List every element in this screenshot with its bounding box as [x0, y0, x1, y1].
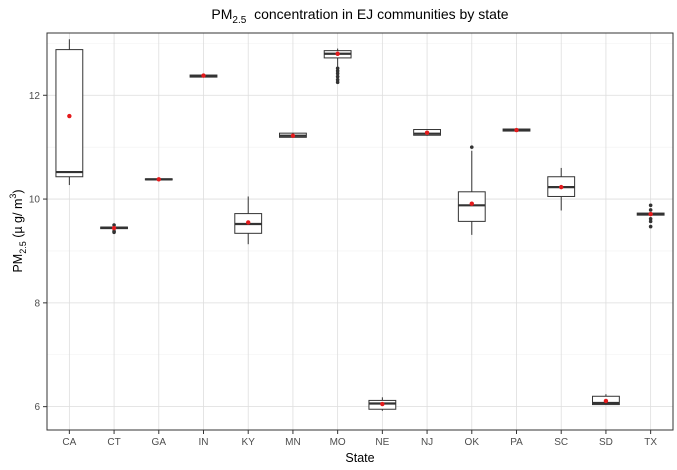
x-tick-label: SD — [599, 437, 613, 448]
x-tick-label: GA — [152, 437, 167, 448]
ylabel-superscript: 3 — [8, 194, 18, 199]
mean-point — [156, 177, 161, 182]
y-tick-label: 12 — [29, 91, 41, 102]
outlier-point — [648, 216, 653, 221]
mean-point — [67, 113, 72, 119]
mean-point — [335, 51, 340, 56]
title-rest: concentration in EJ communities by state — [246, 6, 508, 22]
box-mo — [323, 48, 352, 85]
x-tick-label: PA — [510, 437, 523, 448]
outlier-point — [648, 208, 653, 212]
outlier-point — [112, 229, 116, 234]
box-nj — [413, 129, 441, 136]
box-pa — [502, 127, 531, 133]
outlier-point — [335, 69, 340, 73]
box-sc — [547, 167, 576, 211]
y-axis-title: PM2.5 (µ g/ m3) — [8, 189, 28, 272]
x-tick-label: NE — [375, 437, 389, 448]
x-tick-label: CT — [107, 437, 120, 448]
x-tick-label: OK — [465, 437, 480, 448]
mean-point — [559, 184, 564, 190]
outlier-point — [648, 219, 653, 224]
x-tick-label: MO — [330, 437, 346, 448]
x-tick-label: NJ — [421, 437, 433, 448]
mean-point — [603, 398, 609, 404]
ylabel-subscript: 2.5 — [18, 241, 28, 254]
box-iqr — [457, 191, 486, 222]
outlier-point — [648, 203, 653, 208]
box-mn — [279, 132, 307, 138]
outlier-point — [335, 71, 340, 76]
box-ct — [100, 223, 128, 235]
y-tick-label: 10 — [29, 195, 41, 206]
mean-point — [469, 201, 474, 206]
x-axis-title: State — [345, 451, 374, 465]
box-in — [189, 73, 218, 78]
mean-point — [424, 130, 430, 135]
x-axis-ticks: CA CT GA IN KY MN MO NE NJ OK PA SC SD TX — [62, 430, 657, 448]
box-ga — [144, 177, 173, 182]
mean-point — [290, 133, 296, 138]
mean-point — [201, 73, 206, 78]
plot-border — [46, 32, 674, 431]
x-tick-label: SC — [554, 437, 568, 448]
mean-point — [380, 401, 385, 407]
mean-point — [514, 127, 519, 133]
y-axis-ticks: 6 8 10 12 — [29, 91, 47, 413]
ylabel-rest: (µ g/ m — [11, 199, 25, 242]
y-tick-label: 8 — [34, 298, 40, 309]
mean-point — [648, 211, 653, 217]
box-series — [55, 39, 665, 411]
outlier-point — [335, 80, 340, 85]
mean-point — [246, 220, 251, 225]
box-tx — [636, 203, 665, 229]
ylabel-end: ) — [11, 189, 25, 193]
box-ok — [457, 145, 486, 235]
box-sd — [592, 394, 620, 406]
x-tick-label: CA — [62, 437, 76, 448]
plot-panel — [46, 32, 674, 431]
box-ky — [234, 196, 263, 245]
outlier-point — [648, 224, 653, 229]
outlier-point — [469, 145, 474, 149]
box-ne — [368, 397, 397, 411]
outlier-point — [335, 66, 340, 71]
outlier-point — [335, 77, 340, 82]
box-ca — [55, 39, 84, 186]
outlier-point — [112, 223, 116, 227]
title-main: PM — [211, 6, 232, 22]
outlier-point — [335, 74, 340, 79]
box-iqr — [55, 49, 84, 178]
x-tick-label: KY — [242, 437, 256, 448]
x-tick-label: TX — [644, 437, 657, 448]
chart-title: PM2.5 concentration in EJ communities by… — [211, 6, 508, 26]
x-tick-label: MN — [285, 437, 301, 448]
y-tick-label: 6 — [34, 402, 40, 413]
title-subscript: 2.5 — [232, 15, 246, 26]
ylabel-main: PM — [11, 254, 25, 273]
x-tick-label: IN — [199, 437, 209, 448]
mean-point — [111, 225, 117, 231]
